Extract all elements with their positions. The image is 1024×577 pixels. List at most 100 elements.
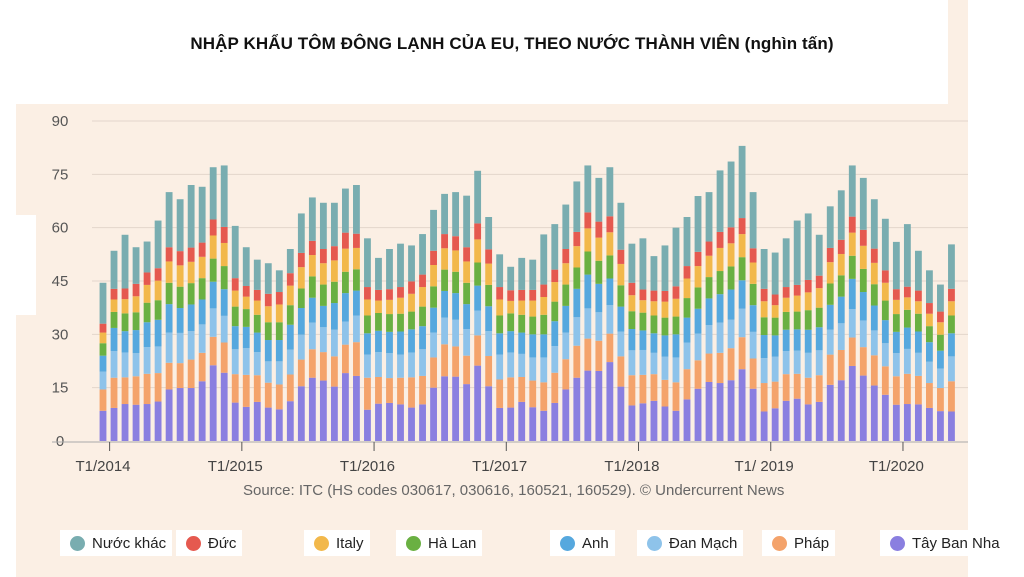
bar-segment <box>793 311 801 330</box>
bar-segment <box>562 389 570 441</box>
bar-segment <box>881 218 889 271</box>
bar-segment <box>595 370 603 441</box>
legend-label: Italy <box>336 534 364 552</box>
bar-segment <box>661 301 669 318</box>
bar-segment <box>99 389 107 411</box>
bar-segment <box>375 377 382 404</box>
bar-segment <box>308 297 316 323</box>
bar-segment <box>595 283 603 313</box>
bar-segment <box>364 409 371 441</box>
bar-segment <box>859 347 867 376</box>
legend-dot-ha-lan <box>406 535 421 551</box>
bar-segment <box>408 377 415 408</box>
bar-segment <box>727 289 735 320</box>
bar-segment <box>815 234 823 276</box>
bar-segment <box>364 315 371 334</box>
legend-label: Anh <box>582 534 609 552</box>
bar-segment <box>308 322 316 350</box>
bar-segment <box>926 313 933 327</box>
bar-segment <box>716 247 724 272</box>
bar-segment <box>892 331 900 354</box>
bar-segment <box>760 358 768 384</box>
legend-item-dan-mach[interactable]: Đan Mạch <box>637 530 744 556</box>
legend-item-nuoc-khac[interactable]: Nước khác <box>60 530 173 556</box>
bar-segment <box>474 335 482 366</box>
bar-segment <box>815 350 823 376</box>
bar-segment <box>738 369 746 441</box>
bar-segment <box>650 315 658 334</box>
bar-segment <box>231 349 239 375</box>
bar-segment <box>474 262 482 286</box>
bar-segment <box>408 293 415 312</box>
bar-segment <box>286 374 294 402</box>
legend-item-italy[interactable]: Italy <box>304 530 370 556</box>
bar-segment <box>870 305 878 331</box>
bar-segment <box>573 288 581 318</box>
bar-segment <box>518 332 526 354</box>
bar-segment <box>518 300 526 315</box>
bar-segment <box>386 289 393 300</box>
bar-segment <box>452 236 460 251</box>
bar-segment <box>881 343 889 367</box>
bar-segment <box>716 322 724 353</box>
bar-segment <box>628 243 636 283</box>
bar-segment <box>903 286 911 298</box>
bar-segment <box>738 234 746 258</box>
legend-item-ha-lan[interactable]: Hà Lan <box>396 530 483 556</box>
bar-segment <box>375 330 382 353</box>
bar-segment <box>606 333 614 363</box>
bar-segment <box>650 333 658 353</box>
bar-segment <box>275 409 283 441</box>
bar-segment <box>264 361 272 383</box>
bar-segment <box>738 145 746 219</box>
bar-segment <box>286 285 294 306</box>
y-tick-label: 90 <box>52 113 69 130</box>
legend-label: Tây Ban Nha <box>912 534 1000 552</box>
bar-segment <box>176 199 184 252</box>
bar-segment <box>319 249 327 264</box>
bar-segment <box>231 326 239 350</box>
bar-segment <box>308 197 316 241</box>
bar-segment <box>452 346 460 377</box>
legend-item-tay-ban-nha[interactable]: Tây Ban Nha <box>880 530 1006 556</box>
legend-item-phap[interactable]: Pháp <box>762 530 836 556</box>
bar-segment <box>220 372 228 441</box>
legend-label: Nước khác <box>92 534 167 552</box>
legend-item-duc[interactable]: Đức <box>176 530 243 556</box>
bar-segment <box>705 381 713 441</box>
bar-segment <box>463 384 471 441</box>
bar-segment <box>606 167 614 217</box>
bar-segment <box>518 289 526 301</box>
legend-item-anh[interactable]: Anh <box>550 530 615 556</box>
bar-segment <box>264 263 272 294</box>
bar-segment <box>837 275 845 297</box>
bar-segment <box>573 317 581 346</box>
bar-segment <box>573 231 581 247</box>
y-tick-label: 30 <box>52 326 69 343</box>
bar-segment <box>386 378 393 403</box>
bar-segment <box>661 379 669 407</box>
bar-segment <box>562 204 570 249</box>
bar-segment <box>870 330 878 356</box>
bar-segment <box>474 285 482 311</box>
bar-segment <box>914 313 922 332</box>
bar-segment <box>143 272 151 285</box>
bar-segment <box>330 246 338 261</box>
bar-segment <box>209 258 217 282</box>
bar-segment <box>948 356 955 382</box>
bar-segment <box>187 283 195 305</box>
bar-segment <box>330 202 338 247</box>
bar-segment <box>187 247 195 262</box>
bar-segment <box>242 374 250 407</box>
bar-segment <box>870 385 878 441</box>
bar-segment <box>683 298 691 318</box>
bar-segment <box>738 218 746 235</box>
bar-segment <box>727 161 735 228</box>
bar-segment <box>364 238 371 288</box>
bar-segment <box>595 221 603 238</box>
x-tick-label: T1/2020 <box>869 458 924 475</box>
bar-segment <box>672 316 680 335</box>
bar-segment <box>110 250 118 289</box>
bar-segment <box>209 281 217 309</box>
